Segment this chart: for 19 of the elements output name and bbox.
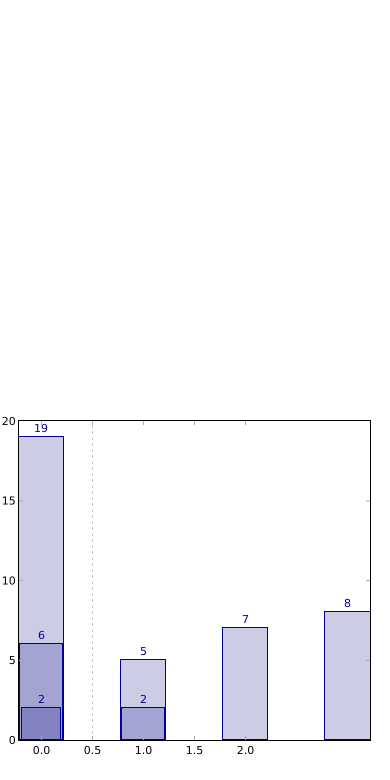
data-label: 6 [38,629,45,642]
data-label: 8 [344,597,351,610]
x-tick-label: 2.0 [236,744,254,758]
data-label: 7 [242,613,249,626]
y-tick-label: 5 [8,654,16,668]
data-label: 2 [140,693,147,706]
x-tick-label: 1.0 [134,744,152,758]
x-tick-label: 0.5 [84,744,102,758]
x-tick-label: 1.5 [186,744,204,758]
bar [324,611,370,740]
data-label: 5 [140,645,147,658]
y-tick-label: 15 [2,494,16,508]
data-label: 2 [38,693,45,706]
data-label: 19 [34,422,48,435]
y-tick-label: 0 [8,734,16,747]
y-tick-label: 10 [2,574,16,588]
bar [222,627,268,740]
y-tick-label: 20 [2,414,16,428]
x-tick-label: 0.0 [32,744,50,758]
